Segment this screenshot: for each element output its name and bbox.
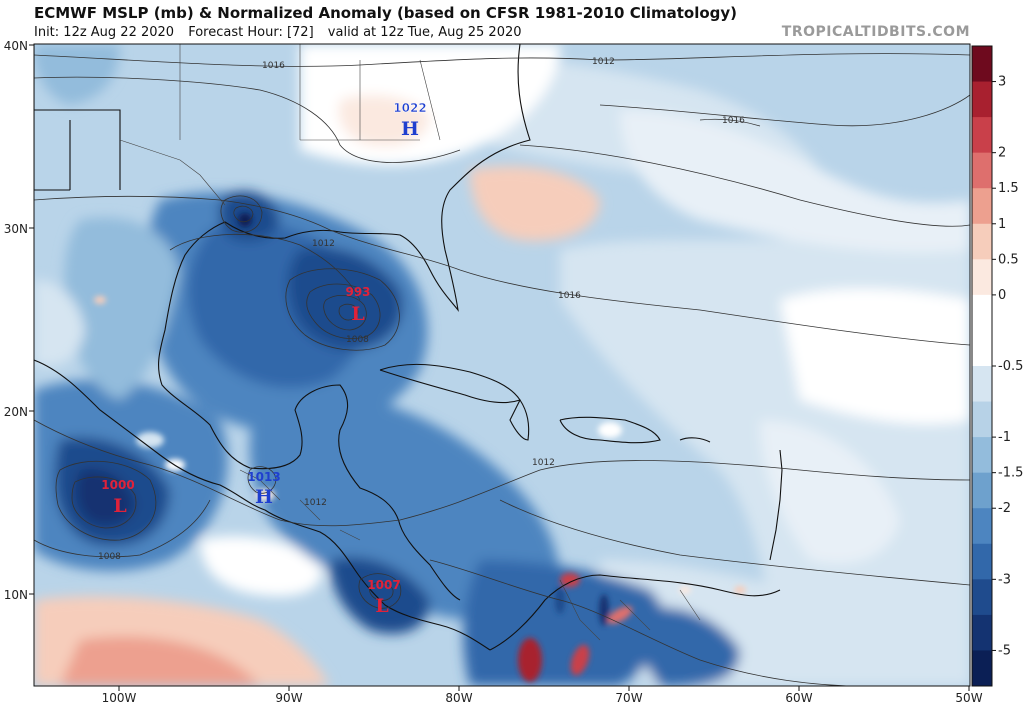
high-guatemala-value: 1013 [247,470,280,484]
latitude-labels: 40N 30N 20N 10N [4,39,28,602]
low-costa-rica-symbol: L [375,595,388,617]
isobar-label: 1008 [346,335,369,345]
colorbar-segment [972,223,992,260]
colorbar-label: 0.5 [998,252,1019,267]
colorbar-segment [972,330,992,367]
colorbar-segment [972,294,992,331]
lat-tick-label: 30N [4,222,28,236]
colorbar-segment [972,81,992,118]
colorbar-label: -1.5 [998,466,1023,481]
coastlines [34,44,783,651]
high-guatemala-symbol: H [255,486,273,508]
colorbar-segment [972,188,992,225]
plot-frame [33,43,971,687]
isobar-label: 1012 [312,239,335,249]
colorbar-label: 1 [998,217,1006,232]
colorbar-label: 0 [998,288,1006,303]
colorbar-segment [972,579,992,616]
longitude-axis [118,686,970,691]
colorbar-segment [972,117,992,154]
lon-tick-label: 50W [955,691,982,705]
lon-tick-label: 90W [275,691,302,705]
map-plot-area [34,44,970,686]
colorbar-segment [972,437,992,474]
colorbar-segment [972,508,992,545]
colorbar-label: 2 [998,146,1006,161]
colorbar-label: -0.5 [998,359,1023,374]
isobar-labels: 1016 1012 1016 1012 1016 1008 1012 1012 … [98,57,745,562]
isobars [34,53,970,686]
colorbar-label: -3 [998,572,1011,587]
lat-tick-label: 10N [4,588,28,602]
forecast-hour: Forecast Hour: [72] [188,25,314,40]
low-east-pacific-value: 1000 [101,478,134,492]
colorbar-segment [972,614,992,651]
colorbar-labels: 3 2 1.5 1 0.5 0 -0.5 -1 -1.5 -2 -3 -5 [992,75,1023,658]
colorbar-segment [972,366,992,403]
low-gulf-value: 993 [345,285,370,299]
colorbar-segment [972,46,992,83]
colorbar-label: -2 [998,501,1011,516]
lon-tick-label: 80W [445,691,472,705]
high-carolinas-symbol: H [401,118,419,140]
isobar-label: 1016 [722,116,745,126]
valid-time: valid at 12z Tue, Aug 25 2020 [327,25,522,40]
colorbar [971,45,993,687]
map-subtitle: Init: 12z Aug 22 2020 Forecast Hour: [72… [34,25,532,40]
low-gulf-symbol: L [351,303,364,325]
map-title: ECMWF MSLP (mb) & Normalized Anomaly (ba… [34,4,738,22]
latitude-axis [29,44,34,595]
pressure-centers: 1022 H 993 L 1000 L 1013 H 1007 L [101,101,427,617]
isobar-label: 1012 [532,458,555,468]
isobar-label: 1008 [98,552,121,562]
high-carolinas-value: 1022 [393,101,426,115]
lat-tick-label: 40N [4,39,28,53]
colorbar-label: -1 [998,430,1011,445]
colorbar-label: -5 [998,643,1011,658]
lon-tick-label: 70W [615,691,642,705]
colorbar-segment [972,650,992,687]
colorbar-segment [972,152,992,189]
borders [119,44,701,641]
colorbar-segment [972,401,992,438]
colorbar-segment [972,259,992,296]
lon-tick-label: 60W [785,691,812,705]
lat-tick-label: 20N [4,405,28,419]
colorbar-segment [972,472,992,509]
isobar-label: 1012 [304,498,327,508]
isobar-label: 1016 [262,61,285,71]
low-east-pacific-symbol: L [113,495,126,517]
colorbar-label: 1.5 [998,181,1019,196]
lon-tick-label: 100W [102,691,137,705]
init-time: Init: 12z Aug 22 2020 [34,25,175,40]
isobar-label: 1016 [558,291,581,301]
anomaly-spots [94,213,746,682]
watermark: TROPICALTIDBITS.COM [781,24,970,40]
low-costa-rica-value: 1007 [367,578,400,592]
isobar-label: 1012 [592,57,615,67]
colorbar-label: 3 [998,75,1006,90]
colorbar-segment [972,543,992,580]
longitude-labels: 100W 90W 80W 70W 60W 50W [102,691,983,705]
